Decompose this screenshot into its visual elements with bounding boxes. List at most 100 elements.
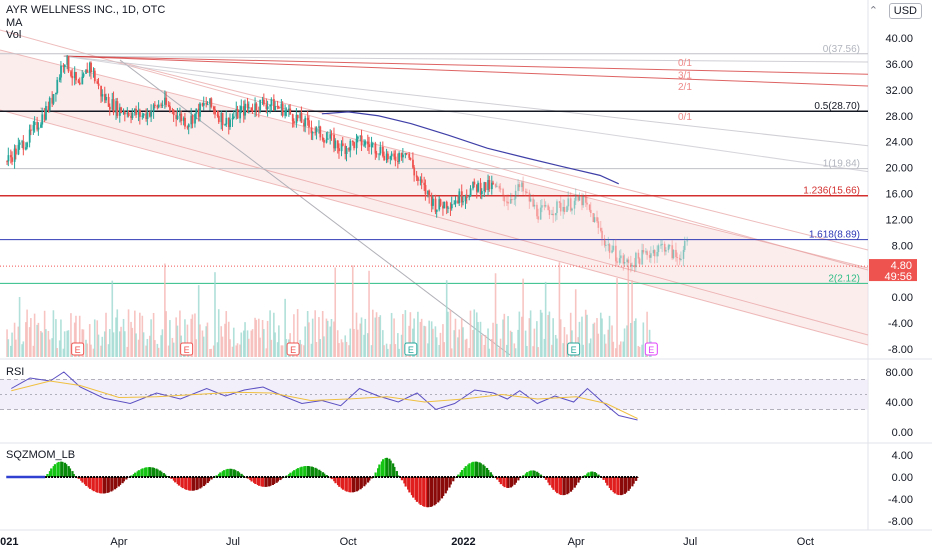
sqzmom-bar xyxy=(344,477,347,491)
sqzmom-bar xyxy=(348,477,351,493)
sqzmom-bar xyxy=(524,473,528,477)
earnings-marker[interactable]: E xyxy=(286,342,300,356)
sqzmom-bar xyxy=(609,477,613,491)
volume-bar xyxy=(382,330,384,357)
candle-body xyxy=(472,181,475,189)
candle-body xyxy=(240,106,243,110)
volume-bar xyxy=(120,326,122,357)
earnings-badge[interactable] xyxy=(286,342,300,356)
sqzmom-bar xyxy=(472,461,475,477)
candle-body xyxy=(435,209,438,212)
currency-button[interactable]: USD xyxy=(888,3,922,19)
earnings-badge[interactable] xyxy=(404,342,418,356)
candle-body xyxy=(592,213,595,223)
sqzmom-bar xyxy=(180,477,183,487)
earnings-marker[interactable]: E xyxy=(567,342,581,356)
sqzmom-bar xyxy=(145,467,148,477)
volume-bar xyxy=(338,343,340,357)
price-channels xyxy=(0,29,869,356)
time-tick-label: Jul xyxy=(683,536,697,548)
sqzmom-bar xyxy=(199,477,202,489)
candle-body xyxy=(40,124,42,128)
volume-bar xyxy=(21,344,23,357)
sqzmom-bar xyxy=(631,477,634,487)
trend-line xyxy=(119,59,511,356)
volume-bar xyxy=(521,316,523,357)
volume-bar xyxy=(517,329,519,357)
volume-bar xyxy=(487,328,489,357)
volume-bar xyxy=(447,311,449,357)
sqzmom-bar xyxy=(91,477,94,491)
candle-body xyxy=(671,245,674,259)
candle-body xyxy=(419,179,422,181)
candle-body xyxy=(261,99,264,101)
candle-body xyxy=(372,143,374,145)
channel-line xyxy=(0,49,869,269)
candle-body xyxy=(71,75,74,79)
candle-body xyxy=(93,70,96,82)
candle-body xyxy=(308,120,310,128)
candle-body xyxy=(18,142,21,145)
volume-bar xyxy=(378,317,380,357)
candle-body xyxy=(394,156,397,161)
volume-bar xyxy=(631,280,633,357)
sqzmom-pane: 4.00 0.00 -4.00 -8.00 xyxy=(6,450,913,528)
candle-body xyxy=(216,114,219,116)
sqzmom-bar xyxy=(583,475,586,477)
earnings-marker[interactable]: E xyxy=(644,342,658,356)
fan-label: 3/1 xyxy=(678,70,692,81)
volume-bar xyxy=(514,348,517,357)
sqzmom-bar xyxy=(149,467,152,477)
volume-bar xyxy=(427,343,429,357)
candle-body xyxy=(13,148,16,162)
candle-body xyxy=(323,139,325,143)
fib-label: 1(19.84) xyxy=(823,159,860,170)
volume-bar xyxy=(616,278,618,357)
vol-legend[interactable]: Vol xyxy=(6,29,22,41)
price-tick-label: 40.00 xyxy=(885,33,913,45)
candle-body xyxy=(205,103,208,105)
candle-body xyxy=(603,238,606,246)
sqzmom-bar xyxy=(502,477,505,486)
earnings-badge[interactable] xyxy=(180,342,194,356)
sqzmom-bar xyxy=(241,475,244,477)
earnings-marker[interactable]: E xyxy=(404,342,418,356)
candle-body xyxy=(526,191,528,193)
candle-body xyxy=(191,115,194,124)
volume-bar xyxy=(165,311,167,357)
chevron-icon[interactable]: ⌃ xyxy=(868,5,878,17)
volume-bar xyxy=(507,316,509,357)
volume-bar xyxy=(60,319,62,357)
sqzmom-bar xyxy=(276,477,280,482)
earnings-marker[interactable]: E xyxy=(180,342,194,356)
candle-body xyxy=(547,205,550,211)
candle-body xyxy=(348,147,351,151)
candle-body xyxy=(424,184,427,195)
ma-legend[interactable]: MA xyxy=(6,17,23,29)
candle-body xyxy=(344,145,347,154)
candle-body xyxy=(638,258,641,265)
candle-body xyxy=(259,99,262,111)
earnings-badge[interactable] xyxy=(644,342,658,356)
sqzmom-bar xyxy=(310,466,313,477)
volume-bar xyxy=(348,345,350,357)
candle-body xyxy=(641,250,644,265)
earnings-badge[interactable] xyxy=(567,342,581,356)
sqzmom-bar xyxy=(234,470,237,477)
sqzmom-bar xyxy=(111,477,114,491)
earnings-badge[interactable] xyxy=(71,342,85,356)
volume-bar xyxy=(135,333,137,357)
sqzmom-bar xyxy=(537,473,540,477)
volume-bar xyxy=(532,346,534,357)
rsi-legend[interactable]: RSI xyxy=(6,366,25,378)
volume-bar xyxy=(231,346,234,357)
earnings-marker[interactable]: E xyxy=(71,342,85,356)
candle-body xyxy=(26,142,29,148)
sqzmom-legend[interactable]: SQZMOM_LB xyxy=(6,449,76,461)
volume-bar xyxy=(442,324,444,357)
candle-body xyxy=(652,250,655,254)
candle-body xyxy=(496,185,498,187)
volume-bar xyxy=(468,347,471,357)
candle-body xyxy=(299,113,302,119)
